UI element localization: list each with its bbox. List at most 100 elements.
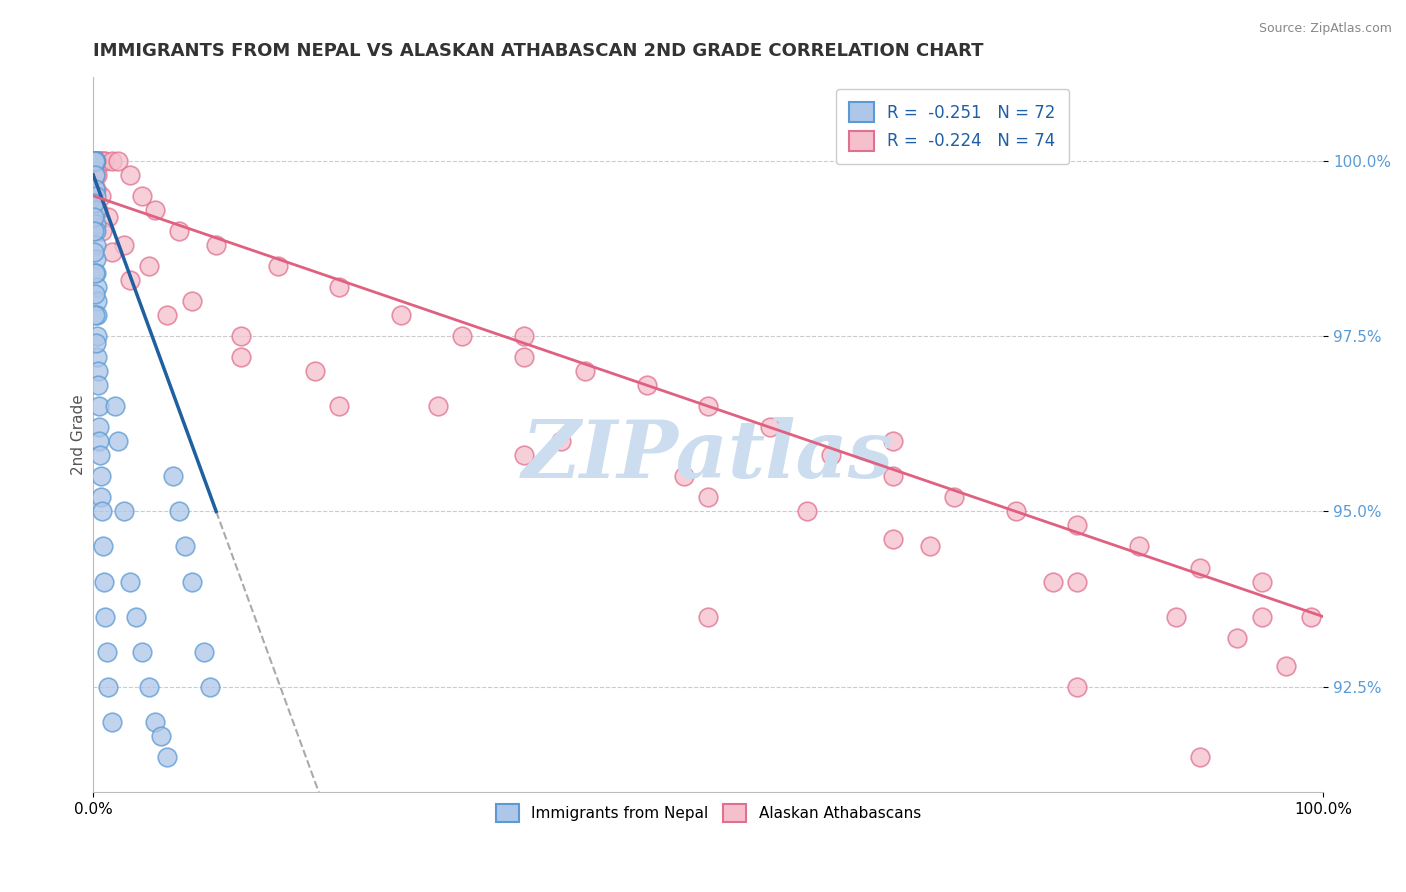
Point [83,153,105,168]
Point [83,153,105,168]
Point [83,153,105,168]
Point [83,210,105,224]
Point [1066,680,1088,694]
Point [87,202,110,217]
Point [180,293,202,308]
Point [120,574,142,589]
Point [83,153,105,168]
Point [96,645,118,659]
Point [83,153,105,168]
Point [697,399,720,413]
Point [1250,609,1272,624]
Point [89,448,111,462]
Point [91,540,114,554]
Point [84,168,107,182]
Point [229,329,252,343]
Point [89,153,111,168]
Point [112,504,135,518]
Point [91,153,114,168]
Point [83,153,105,168]
Text: ZIPatlas: ZIPatlas [522,417,894,494]
Point [84,238,107,252]
Point [131,645,153,659]
Point [1066,574,1088,589]
Point [143,202,166,217]
Point [97,210,120,224]
Point [90,224,112,238]
Point [86,329,108,343]
Point [550,434,572,449]
Point [389,308,412,322]
Point [94,609,117,624]
Point [84,217,107,231]
Point [84,182,107,196]
Point [83,153,105,168]
Point [84,202,107,217]
Point [90,189,112,203]
Point [328,280,350,294]
Point [138,680,160,694]
Point [304,364,326,378]
Point [83,153,105,168]
Point [86,153,108,168]
Point [1189,750,1212,764]
Point [84,153,107,168]
Point [84,153,107,168]
Point [697,491,720,505]
Point [198,680,221,694]
Point [83,195,105,210]
Point [84,153,107,168]
Point [84,252,107,266]
Point [84,153,107,168]
Point [84,153,107,168]
Point [94,153,117,168]
Point [1299,609,1322,624]
Point [100,153,122,168]
Point [83,153,105,168]
Point [83,153,105,168]
Point [512,329,534,343]
Point [100,714,122,729]
Point [83,266,105,280]
Point [83,153,105,168]
Point [84,266,107,280]
Point [83,153,105,168]
Point [84,153,107,168]
Point [89,420,111,434]
Point [84,153,107,168]
Point [451,329,474,343]
Point [882,533,904,547]
Point [162,469,184,483]
Point [90,504,112,518]
Point [83,153,105,168]
Point [918,540,941,554]
Point [229,350,252,364]
Point [882,469,904,483]
Point [86,350,108,364]
Point [104,399,127,413]
Point [149,729,172,743]
Point [672,469,695,483]
Point [1189,560,1212,574]
Point [107,153,129,168]
Point [90,491,112,505]
Point [1164,609,1187,624]
Point [882,434,904,449]
Point [86,168,108,182]
Point [1250,574,1272,589]
Point [697,609,720,624]
Point [1275,658,1298,673]
Point [84,153,107,168]
Point [83,224,105,238]
Point [426,399,449,413]
Point [84,168,107,182]
Point [574,364,596,378]
Point [83,153,105,168]
Legend: Immigrants from Nepal, Alaskan Athabascans: Immigrants from Nepal, Alaskan Athabasca… [484,791,934,834]
Point [84,336,107,351]
Point [512,448,534,462]
Point [205,238,228,252]
Point [90,469,112,483]
Point [1042,574,1064,589]
Text: IMMIGRANTS FROM NEPAL VS ALASKAN ATHABASCAN 2ND GRADE CORRELATION CHART: IMMIGRANTS FROM NEPAL VS ALASKAN ATHABAS… [93,42,984,60]
